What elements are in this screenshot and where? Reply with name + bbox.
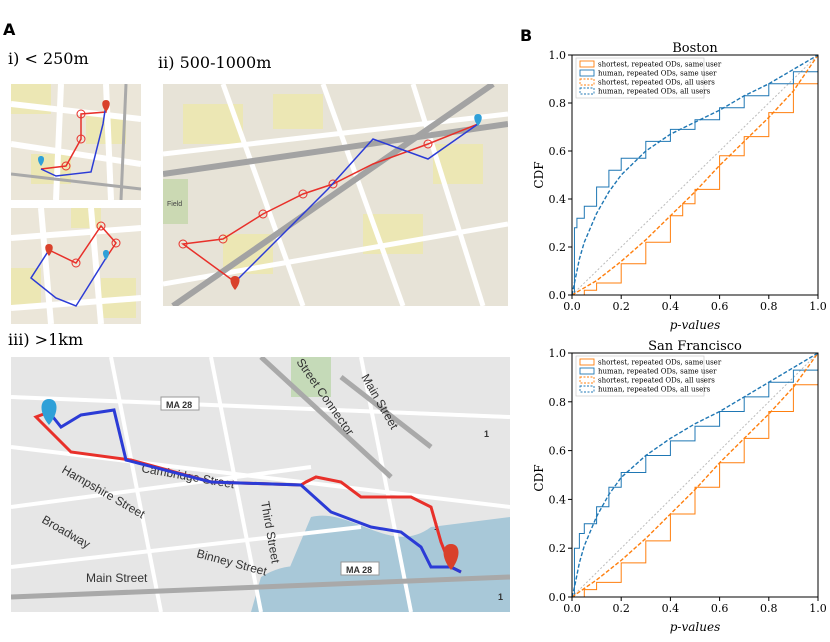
series-line-0 <box>572 353 819 598</box>
destination-pin-icon <box>45 244 53 256</box>
legend-swatch-1 <box>579 69 595 77</box>
y-tick-label: 1.0 <box>549 347 567 360</box>
x-tick-label: 0.4 <box>662 300 680 313</box>
chart-sf-title: San Francisco <box>648 339 742 354</box>
chart-boston-title: Boston <box>672 41 718 56</box>
series-line-1 <box>572 55 819 296</box>
x-tick-label: 0.0 <box>563 602 581 615</box>
panel-b-label: B <box>520 26 533 45</box>
origin-pin-icon <box>474 114 482 126</box>
plot-frame <box>571 352 819 598</box>
series-line-2 <box>571 352 819 598</box>
route-ma28-top: MA 28 <box>166 400 192 410</box>
x-tick-label: 1.0 <box>809 300 827 313</box>
legend-label-3: human, repeated ODs, all users <box>598 386 711 394</box>
x-tick-label: 0.8 <box>760 602 778 615</box>
reference-diagonal <box>571 352 819 598</box>
route-ma28-bottom: MA 28 <box>346 565 372 575</box>
x-tick-label: 0.4 <box>662 602 680 615</box>
legend-label-0: shortest, repeated ODs, same user <box>598 359 722 367</box>
x-tick-label: 0.6 <box>711 300 729 313</box>
destination-pin-icon <box>230 276 240 290</box>
origin-flag-pin-icon <box>41 399 57 425</box>
destination-pin-icon <box>102 100 110 112</box>
plot-frame <box>571 54 819 296</box>
x-tick-label: 0.2 <box>612 602 630 615</box>
legend-swatch-2 <box>579 78 595 86</box>
series-line-2 <box>571 54 819 296</box>
y-tick-label: 1.0 <box>549 49 567 62</box>
origin-pin-icon <box>38 156 44 166</box>
legend-label-1: human, repeated ODs, same user <box>598 70 717 78</box>
y-tick-label: 0.8 <box>549 396 567 409</box>
y-tick-label: 0.6 <box>549 445 567 458</box>
legend-label-3: human, repeated ODs, all users <box>598 88 711 96</box>
route-1a: 1 <box>484 429 489 439</box>
map-label-i: i) < 250m <box>8 49 89 68</box>
legend-label-0: shortest, repeated ODs, same user <box>598 61 722 69</box>
series-line-3 <box>571 352 819 598</box>
map-i-bottom <box>11 208 141 324</box>
panel-a-label: A <box>3 20 16 39</box>
chart-sf-ylabel: CDF <box>532 464 546 491</box>
x-tick-label: 0.8 <box>760 300 778 313</box>
x-tick-label: 0.0 <box>563 300 581 313</box>
legend-box <box>575 57 705 99</box>
legend-swatch-2 <box>579 376 595 384</box>
chart-boston-ylabel: CDF <box>532 161 546 188</box>
y-tick-label: 0.2 <box>549 542 567 555</box>
x-tick-label: 0.6 <box>711 602 729 615</box>
map-label-iii: iii) >1km <box>8 330 84 349</box>
series-line-0 <box>572 55 819 296</box>
legend-label-2: shortest, repeated ODs, all users <box>598 377 715 385</box>
destination-home-pin-icon <box>443 544 459 570</box>
legend-label-2: shortest, repeated ODs, all users <box>598 79 715 87</box>
legend-box <box>575 355 705 397</box>
chart-boston: Boston CDF p-values 0.0 0.2 0.4 0.6 0.8 1.0 0.… <box>525 35 830 335</box>
legend-swatch-0 <box>579 60 595 68</box>
chart-boston-xlabel: p-values <box>670 318 721 332</box>
y-tick-label: 0.0 <box>549 289 567 302</box>
legend-label-1: human, repeated ODs, same user <box>598 368 717 376</box>
x-tick-label: 1.0 <box>809 602 827 615</box>
chart-sf-xlabel: p-values <box>670 620 721 634</box>
x-tick-label: 0.2 <box>612 300 630 313</box>
legend-swatch-0 <box>579 358 595 366</box>
route-1c: 1 <box>498 592 503 602</box>
y-tick-label: 0.4 <box>549 493 567 506</box>
y-tick-label: 0.6 <box>549 145 567 158</box>
map-label-ii: ii) 500-1000m <box>158 53 272 72</box>
reference-diagonal <box>571 54 819 296</box>
street-main-lower-label: Main Street <box>86 571 148 585</box>
map-i-top <box>11 84 141 200</box>
map-iii: Cambridge Street Hampshire Street Broadw… <box>11 357 510 612</box>
chart-sf: San Francisco CDF p-values 0.0 0.2 0.4 0.6 0… <box>525 333 830 638</box>
origin-pin-icon <box>103 250 109 260</box>
series-line-3 <box>571 54 819 296</box>
y-tick-label: 0.2 <box>549 241 567 254</box>
y-tick-label: 0.8 <box>549 97 567 110</box>
field-label: Field <box>167 201 182 208</box>
map-ii: Field <box>163 84 508 306</box>
y-tick-label: 0.4 <box>549 193 567 206</box>
y-tick-label: 0.0 <box>549 591 567 604</box>
legend-swatch-3 <box>579 385 595 393</box>
legend-swatch-3 <box>579 87 595 95</box>
legend-swatch-1 <box>579 367 595 375</box>
